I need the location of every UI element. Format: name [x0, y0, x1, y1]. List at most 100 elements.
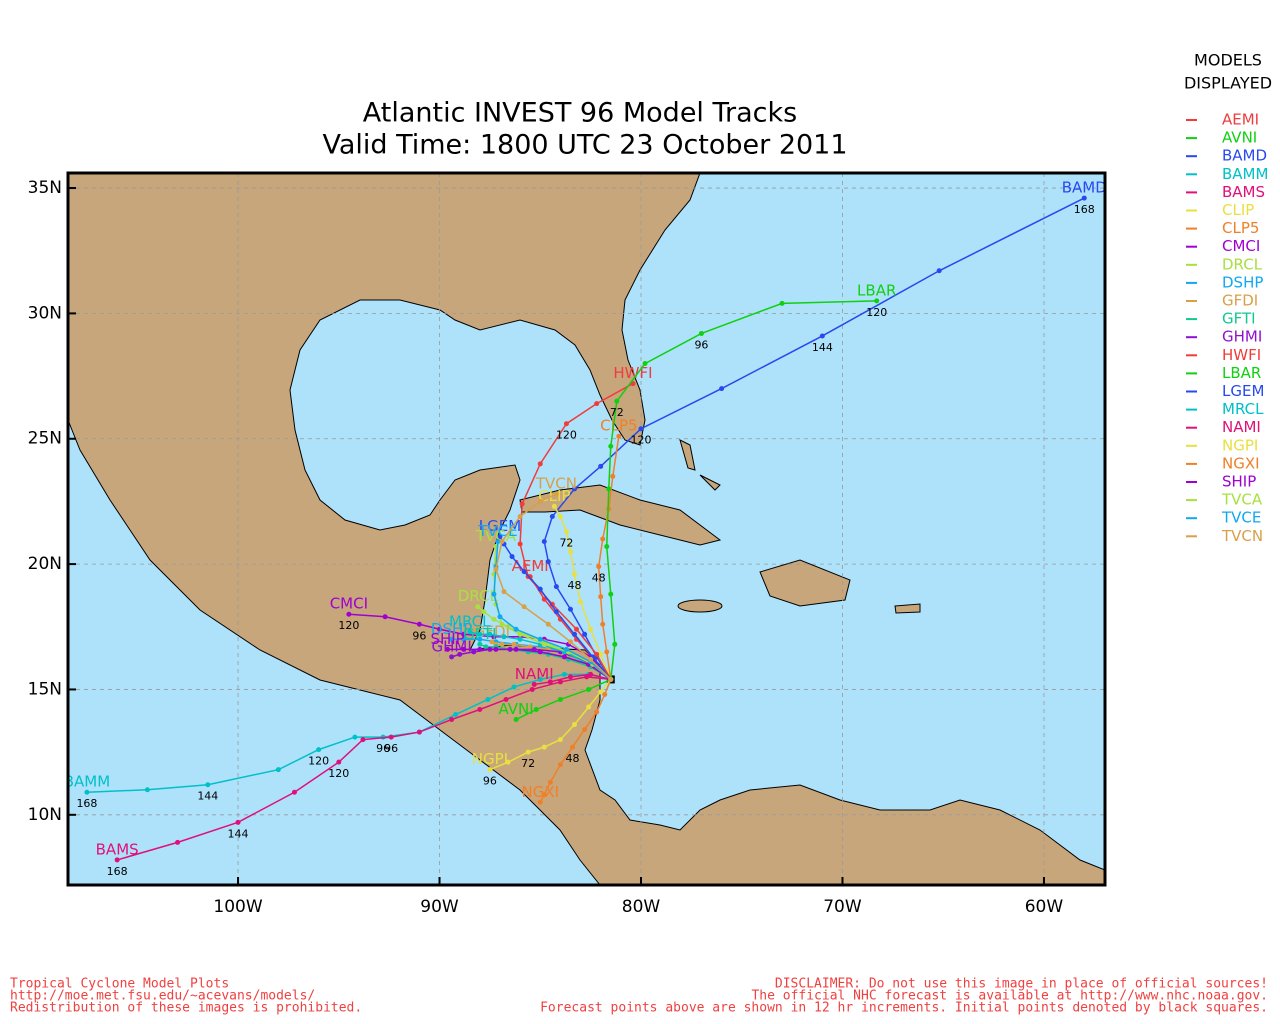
legend-label: GHMI — [1222, 328, 1262, 346]
track-point — [537, 461, 543, 467]
legend-label: AEMI — [1222, 111, 1259, 129]
track-point — [517, 541, 523, 547]
track-point — [608, 591, 614, 597]
track-point — [517, 631, 523, 637]
track-label: AVNI — [498, 700, 533, 718]
track-point — [527, 644, 533, 650]
legend-label: NGPI — [1222, 436, 1258, 454]
hour-label: 168 — [107, 865, 128, 878]
legend-label: MRCL — [1222, 400, 1264, 418]
track-point — [569, 744, 575, 750]
track-point — [461, 646, 467, 652]
track-point — [175, 839, 181, 845]
hour-label: 96 — [384, 742, 398, 755]
track-point — [517, 636, 523, 642]
hour-label: 144 — [197, 790, 218, 803]
footer-text: DISCLAIMER: Do not use this image in pla… — [775, 977, 1268, 992]
track-label: DSHP — [431, 620, 472, 638]
hour-label: 168 — [76, 797, 97, 810]
legend-label: SHIP — [1222, 473, 1256, 491]
track-point — [874, 298, 880, 304]
track-point — [493, 566, 499, 572]
track-point — [586, 686, 592, 692]
hour-label: 72 — [610, 406, 624, 419]
track-point — [578, 599, 584, 605]
chart-subtitle: Valid Time: 1800 UTC 23 October 2011 — [322, 130, 847, 161]
hour-label: 96 — [694, 338, 708, 351]
track-point — [598, 689, 604, 695]
hour-label: 72 — [559, 537, 573, 550]
y-tick-label: 10N — [28, 805, 62, 825]
y-tick-label: 35N — [28, 178, 62, 198]
track-point — [114, 857, 120, 863]
track-point — [537, 649, 543, 655]
track-point — [588, 671, 594, 677]
track-point — [557, 737, 563, 743]
track-point — [491, 616, 497, 622]
track-point — [614, 398, 620, 404]
tracks: AEMI AVNI 120 144 168 BAMD 96 120 144 168 BAMM 96 12… — [68, 179, 1107, 878]
track-point — [1081, 195, 1087, 201]
track-point — [485, 696, 491, 702]
track-point — [545, 621, 551, 627]
legend-label: HWFI — [1222, 346, 1261, 364]
track-point — [497, 614, 503, 620]
track-point — [563, 421, 569, 427]
track-point — [553, 584, 559, 590]
track-point — [499, 539, 505, 545]
grid: 100W 90W 80W 70W 60W 10N 15N 20N 25N 30N 35N — [28, 173, 1105, 917]
track-point — [582, 631, 588, 637]
track-point — [547, 779, 553, 785]
track-point — [588, 626, 594, 632]
track-point — [513, 626, 519, 632]
track-point — [604, 544, 610, 550]
land-bahamas — [679, 439, 721, 491]
track-point — [819, 333, 825, 339]
track-point — [517, 513, 523, 519]
track-point — [563, 529, 569, 535]
track-point — [487, 631, 493, 637]
track-point — [471, 649, 477, 655]
track-point — [360, 737, 366, 743]
hour-label: 168 — [1074, 203, 1095, 216]
legend-label: NAMI — [1222, 418, 1261, 436]
track-point — [604, 649, 610, 655]
track-label: GHMI — [431, 637, 471, 655]
track-point — [537, 676, 543, 682]
track-point — [572, 571, 578, 577]
footer-text: Redistribution of these images is prohib… — [10, 1001, 362, 1016]
track-point — [416, 621, 422, 627]
track-point — [529, 686, 535, 692]
track-label: BAMS — [96, 840, 139, 858]
legend-label: LBAR — [1222, 364, 1261, 382]
track-point — [477, 641, 483, 647]
track-point — [521, 604, 527, 610]
legend-label: DRCL — [1222, 255, 1263, 273]
track-point — [537, 636, 543, 642]
track-point — [491, 591, 497, 597]
track-point — [487, 767, 493, 773]
track-label: CLP5 — [600, 417, 637, 435]
track-point — [235, 819, 241, 825]
track-point — [557, 679, 563, 685]
legend: AEMIAVNIBAMDBAMMBAMSCLIPCLP5CMCIDRCLDSHP… — [1186, 111, 1268, 545]
hour-label: 120 — [556, 429, 577, 442]
track-label: DRCL — [458, 587, 499, 605]
track-point — [936, 268, 942, 274]
track-point — [551, 503, 557, 509]
hour-label: 144 — [812, 341, 833, 354]
track-point — [467, 629, 473, 635]
track-point — [84, 789, 90, 795]
x-tick-label: 90W — [420, 897, 459, 917]
track-point — [352, 734, 358, 740]
track-point — [461, 636, 467, 642]
legend-label: NGXI — [1222, 454, 1260, 472]
track-point — [537, 498, 543, 504]
track-point — [719, 386, 725, 392]
track-point — [475, 604, 481, 610]
track-label: NGXI — [521, 783, 559, 801]
track-point — [537, 586, 543, 592]
legend-label: CLP5 — [1222, 219, 1259, 237]
track-label: BAMD — [1062, 179, 1107, 197]
track-point — [416, 729, 422, 735]
